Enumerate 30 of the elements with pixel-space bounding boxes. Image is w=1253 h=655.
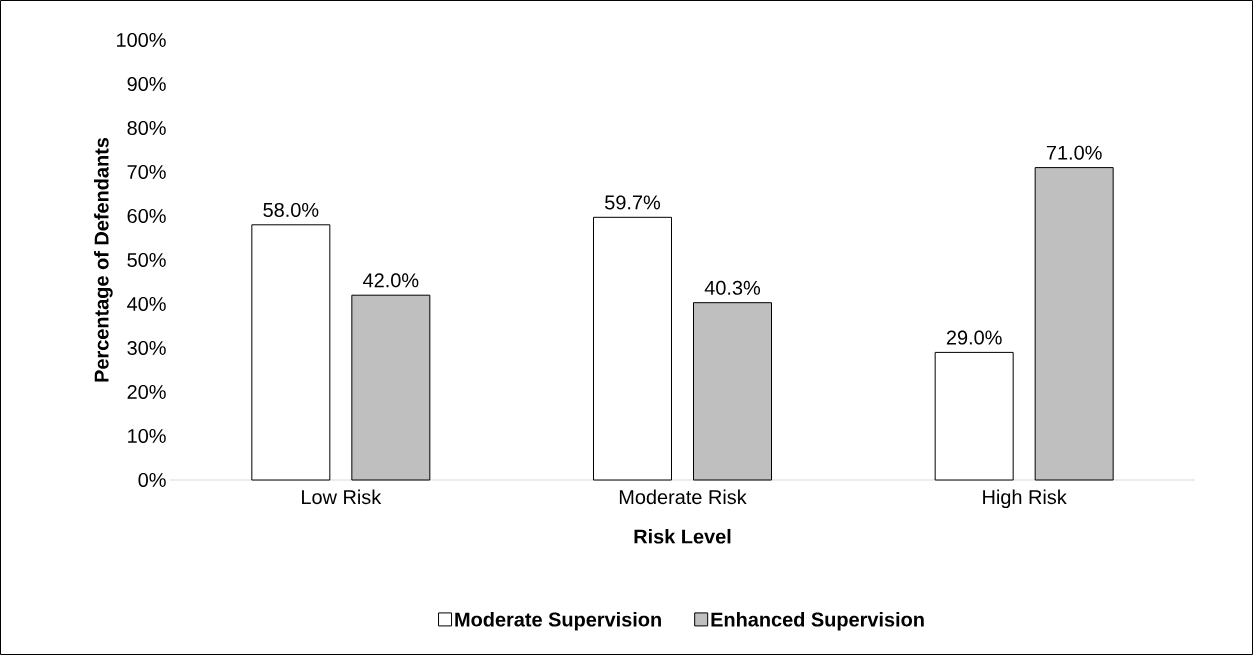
data-label: 40.3%	[704, 280, 761, 295]
x-axis-title: Risk Level	[634, 528, 731, 544]
y-tick-label: 40%	[127, 296, 166, 312]
x-tick-label: Moderate Risk	[619, 489, 747, 505]
data-label: 29.0%	[946, 330, 1002, 345]
legend-label: Enhanced Supervision	[711, 611, 924, 631]
x-tick-label: Low Risk	[302, 489, 382, 505]
y-tick-label: 80%	[127, 120, 166, 136]
data-label: 59.7%	[605, 195, 661, 210]
y-tick-label: 70%	[127, 164, 166, 180]
y-tick-label: 0%	[138, 472, 166, 488]
y-tick-label: 60%	[127, 208, 166, 224]
bar	[934, 351, 1014, 481]
y-tick-label: 30%	[127, 340, 166, 356]
y-tick-label: 90%	[127, 76, 166, 92]
y-axis-title: Percentage of Defendants	[94, 137, 113, 382]
y-tick-label: 20%	[127, 384, 166, 400]
y-tick-label: 10%	[128, 428, 166, 444]
x-tick-label: High Risk	[983, 489, 1067, 509]
data-label: 58.0%	[263, 202, 319, 217]
bar	[351, 294, 431, 481]
data-label: 71.0%	[1046, 145, 1102, 160]
bar	[693, 302, 772, 481]
bar	[1034, 167, 1114, 481]
data-label: 42.0%	[363, 273, 419, 288]
legend-label: Moderate Supervision	[455, 611, 661, 631]
y-tick-label: 100%	[117, 32, 166, 48]
y-tick-label: 50%	[127, 252, 166, 268]
bar	[251, 224, 331, 481]
bar	[593, 216, 672, 481]
